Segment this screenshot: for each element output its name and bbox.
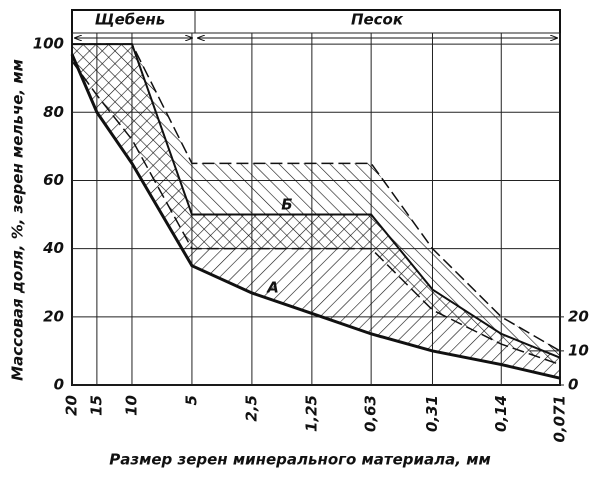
x-tick-label: 1,25 — [302, 395, 320, 432]
boundary-line — [71, 60, 561, 366]
annotation: Б — [281, 196, 292, 214]
y2-tick-label: 10 — [568, 341, 589, 359]
y-tick-label: 20 — [43, 307, 64, 325]
section-label: Песок — [351, 11, 404, 29]
x-axis-title: Размер зерен минерального материала, мм — [109, 451, 490, 469]
x-tick-label: 0,63 — [362, 395, 380, 432]
x-tick-label: 0,071 — [551, 395, 569, 442]
y-tick-label: 0 — [54, 376, 64, 394]
x-tick-label: 20 — [63, 395, 81, 416]
x-tick-label: 15 — [87, 395, 105, 416]
boundary-line — [72, 43, 561, 352]
boundary-line — [70, 53, 561, 380]
y-tick-label: 60 — [43, 171, 64, 189]
x-tick-label: 10 — [122, 395, 140, 416]
zone-fill — [72, 44, 560, 365]
y-tick-label: 100 — [33, 35, 64, 53]
x-tick-label: 0,31 — [423, 395, 441, 432]
x-tick-label: 5 — [182, 395, 200, 405]
y2-tick-label: 0 — [568, 376, 578, 394]
y-tick-label: 40 — [42, 239, 64, 257]
y-tick-label: 80 — [43, 103, 64, 121]
section-label: Щебень — [95, 11, 166, 29]
y2-tick-label: 20 — [568, 307, 589, 325]
y-axis-title: Массовая доля, %, зерен мельче, мм — [9, 59, 27, 381]
annotation: А — [266, 279, 279, 297]
x-tick-label: 2,5 — [242, 395, 260, 422]
x-tick-label: 0,14 — [492, 395, 510, 432]
